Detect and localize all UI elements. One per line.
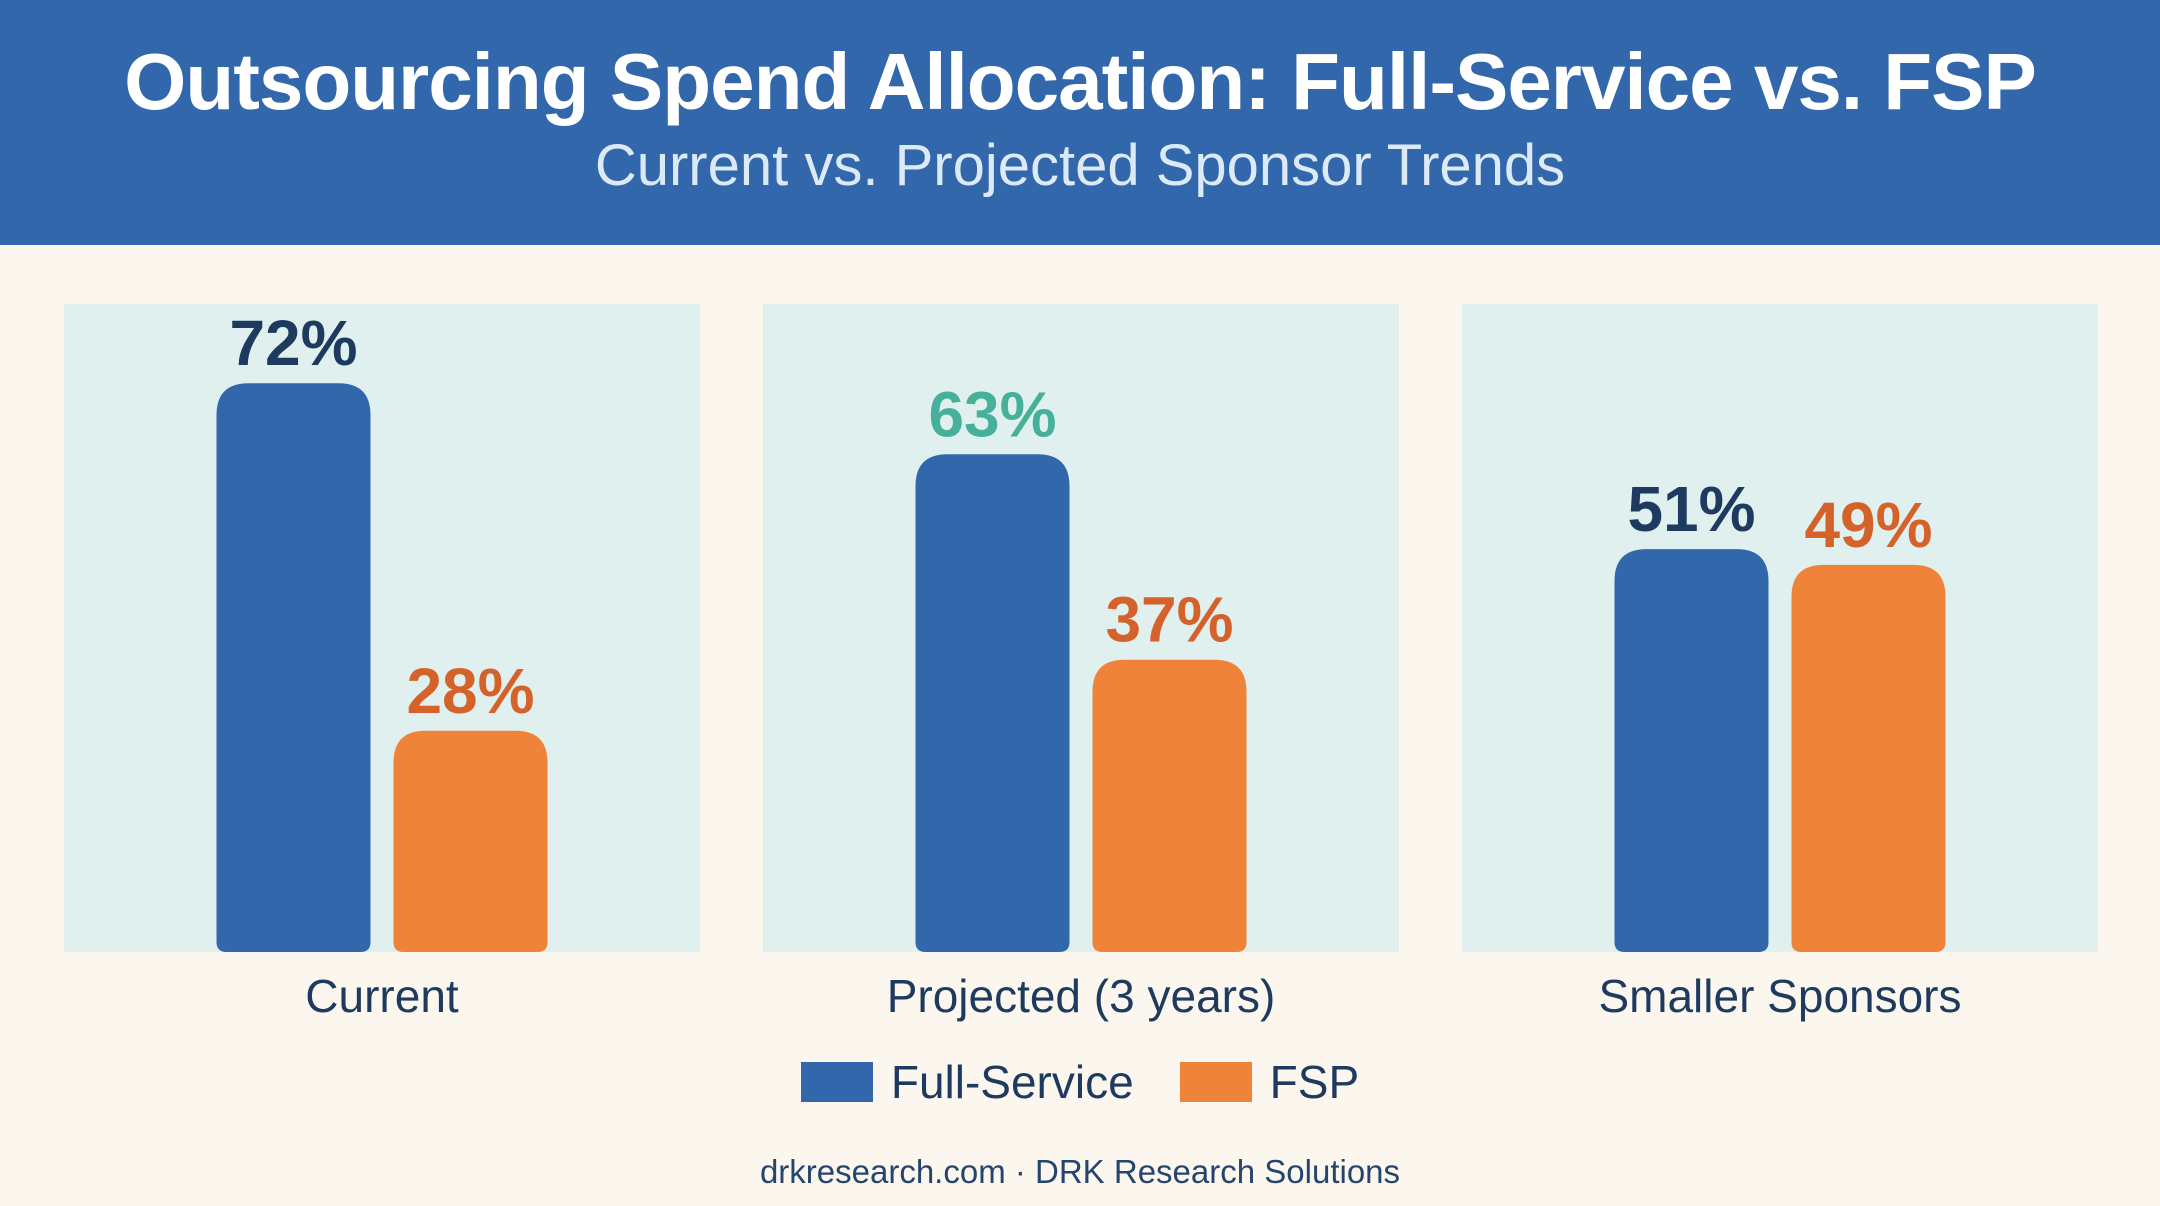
chart-subtitle: Current vs. Projected Sponsor Trends (594, 133, 1566, 198)
legend-label-full-service: Full-Service (890, 1056, 1134, 1108)
legend-swatch-fsp (1179, 1062, 1252, 1102)
bar-full-service-1 (216, 383, 371, 952)
chart-title: Outsourcing Spend Allocation: Full-Servi… (124, 37, 2037, 126)
data-label-full-service-1: 72% (229, 307, 357, 379)
chart-panel-3 (1462, 304, 2098, 952)
footer-source: drkresearch.com · DRK Research Solutions (759, 1153, 1401, 1190)
legend-label-fsp: FSP (1269, 1056, 1360, 1108)
bar-fsp-3 (1791, 564, 1946, 952)
bar-fsp-2 (1092, 659, 1247, 952)
data-label-full-service-3: 51% (1627, 473, 1755, 545)
data-label-full-service-2: 63% (928, 378, 1056, 450)
bar-fsp-1 (393, 730, 548, 952)
data-label-fsp-2: 37% (1105, 584, 1233, 656)
chart-panel-2 (763, 304, 1399, 952)
category-label-3: Smaller Sponsors (1598, 970, 1961, 1022)
chart-panel-1 (64, 304, 700, 952)
bar-full-service-3 (1614, 549, 1769, 952)
category-label-2: Projected (3 years) (887, 970, 1276, 1022)
legend-item-full-service: Full-Service (800, 1055, 1134, 1109)
legend-item-fsp: FSP (1179, 1055, 1360, 1109)
data-label-fsp-3: 49% (1804, 489, 1932, 561)
chart-header: Outsourcing Spend Allocation: Full-Servi… (0, 0, 2160, 245)
legend-swatch-full-service (800, 1062, 873, 1102)
bar-full-service-2 (915, 454, 1070, 952)
data-label-fsp-1: 28% (406, 655, 534, 727)
category-label-1: Current (305, 970, 459, 1022)
chart-legend: Full-Service FSP (0, 1055, 2160, 1109)
